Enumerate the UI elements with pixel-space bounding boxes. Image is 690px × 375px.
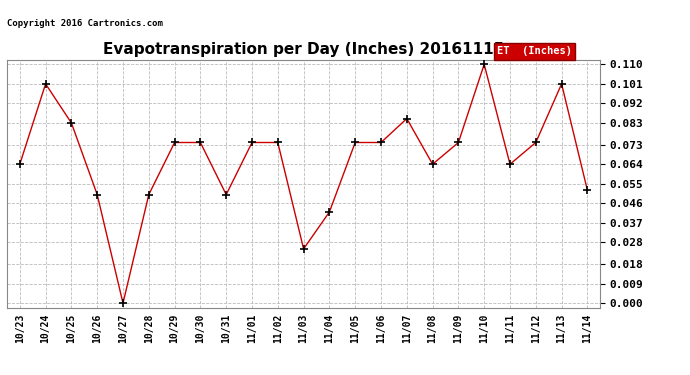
Text: ET  (Inches): ET (Inches) — [497, 46, 572, 56]
Title: Evapotranspiration per Day (Inches) 20161115: Evapotranspiration per Day (Inches) 2016… — [103, 42, 504, 57]
Text: Copyright 2016 Cartronics.com: Copyright 2016 Cartronics.com — [7, 19, 163, 28]
